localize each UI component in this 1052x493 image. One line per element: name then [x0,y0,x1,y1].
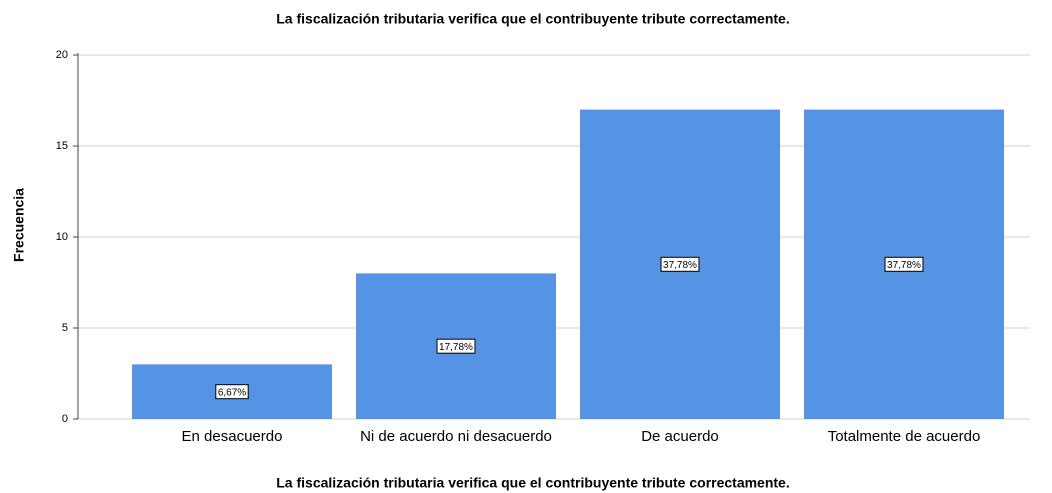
bar-label-text: 17,78% [439,342,473,353]
y-axis-title: Frecuencia [11,188,27,262]
bar-label: 37,78% [660,256,700,272]
y-tick-label: 10 [56,231,68,243]
x-tick-label: De acuerdo [641,428,719,445]
y-tick-label: 15 [56,140,68,152]
x-tick-label: En desacuerdo [182,428,283,445]
y-tick-label: 5 [62,322,68,334]
bar-label: 37,78% [884,256,924,272]
y-tick-label: 20 [56,49,68,61]
bar-label: 17,78% [436,338,476,354]
bar-label: 6,67% [215,384,249,400]
x-tick-label: Ni de acuerdo ni desacuerdo [360,428,552,445]
bar-label-text: 6,67% [218,387,246,398]
bar-label-box [436,338,476,354]
bar-label-text: 37,78% [663,260,697,271]
x-axis-title: La fiscalización tributaria verifica que… [276,475,789,491]
bar-label-box [215,384,249,400]
bar-label-box [884,256,924,272]
bar-label-box [660,256,700,272]
chart-title: La fiscalización tributaria verifica que… [276,11,789,27]
bar-label-text: 37,78% [887,260,921,271]
x-tick-label: Totalmente de acuerdo [828,428,981,445]
y-tick-label: 0 [62,413,68,425]
